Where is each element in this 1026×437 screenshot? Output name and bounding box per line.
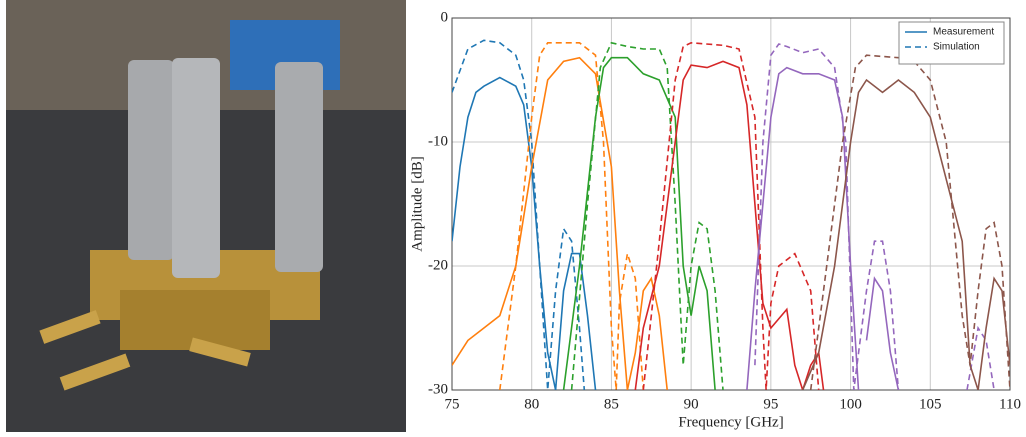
photo-waveguide (39, 310, 101, 344)
x-tick-label: 105 (919, 396, 942, 412)
photo-micrometer (128, 60, 174, 260)
series-line (754, 43, 995, 390)
photo-micrometer (172, 58, 220, 278)
series-line (452, 76, 597, 390)
series-line (801, 78, 1010, 390)
x-tick-label: 85 (604, 396, 619, 412)
series-line (642, 41, 820, 390)
legend-label: Simulation (933, 42, 980, 53)
legend-label: Measurement (933, 27, 994, 38)
x-tick-label: 80 (524, 396, 539, 412)
series-line (634, 60, 825, 390)
plot-lines (452, 39, 1010, 390)
y-tick-label: -10 (428, 133, 448, 149)
photo (6, 0, 406, 432)
x-tick-label: 95 (763, 396, 778, 412)
y-tick-label: 0 (441, 9, 449, 25)
photo-waveguide (189, 337, 251, 367)
x-tick-label: 110 (999, 396, 1021, 412)
series-line (499, 42, 645, 390)
x-tick-label: 75 (445, 396, 460, 412)
x-axis-label: Frequency [GHz] (678, 414, 783, 430)
series-line (746, 66, 900, 390)
x-tick-label: 90 (684, 396, 699, 412)
y-tick-label: -20 (428, 257, 448, 273)
series-line (452, 56, 668, 390)
y-axis-label: Amplitude [dB] (409, 156, 425, 251)
series-line (570, 41, 724, 390)
x-tick-label: 100 (839, 396, 862, 412)
y-tick-label: -30 (428, 381, 448, 397)
plot-frame (451, 17, 1011, 391)
photo-waveguide (59, 353, 131, 391)
legend-box (898, 21, 1005, 65)
series-line (452, 39, 586, 390)
photo-micrometer (275, 62, 323, 272)
